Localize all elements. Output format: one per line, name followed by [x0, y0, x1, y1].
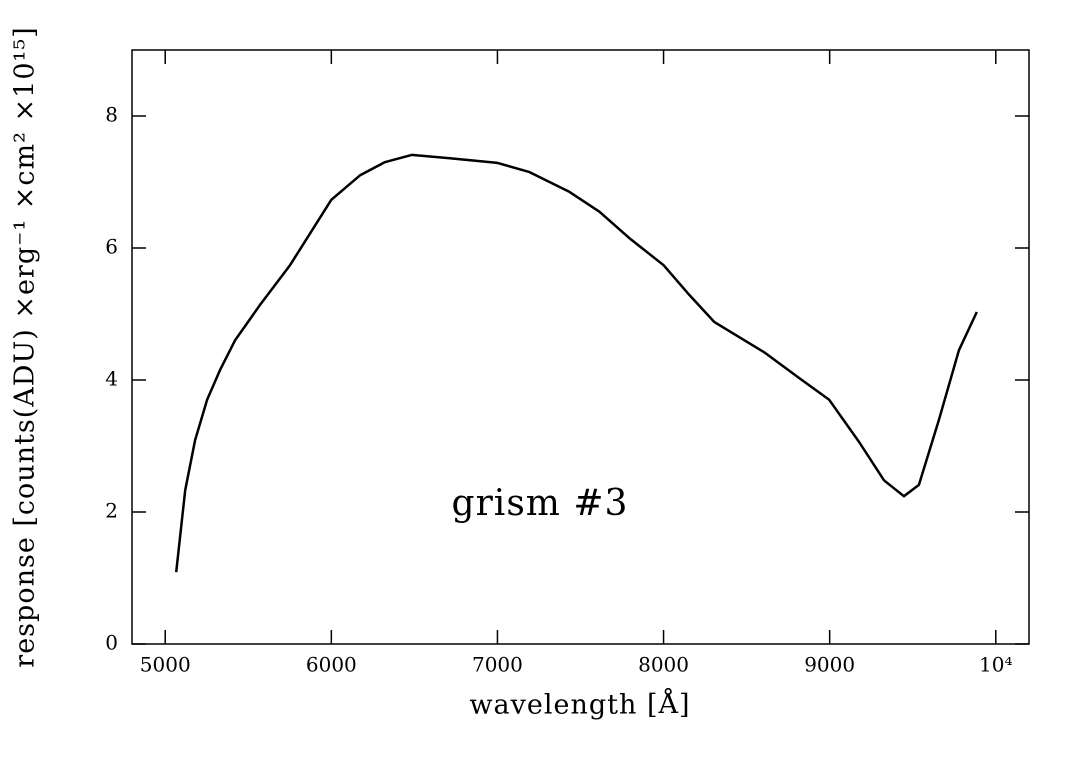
- y-tick-label: 6: [105, 235, 118, 259]
- x-tick-label: 10⁴: [979, 653, 1012, 677]
- y-tick-label: 4: [105, 367, 118, 391]
- plot-frame: [131, 49, 1030, 645]
- x-tick-label: 6000: [306, 653, 357, 677]
- y-tick-label: 0: [105, 631, 118, 655]
- y-tick-label: 8: [105, 103, 118, 127]
- x-tick-label: 8000: [638, 653, 689, 677]
- y-axis-label: response [counts(ADU) ×erg⁻¹ ×cm² ×10¹⁵]: [10, 26, 41, 667]
- data-line: [174, 153, 978, 573]
- x-tick-label: 5000: [140, 653, 191, 677]
- y-tick-label: 2: [105, 499, 118, 523]
- x-tick-label: 9000: [804, 653, 855, 677]
- x-tick-label: 7000: [472, 653, 523, 677]
- x-axis-label: wavelength [Å]: [469, 688, 690, 721]
- annotation: grism #3: [452, 483, 629, 524]
